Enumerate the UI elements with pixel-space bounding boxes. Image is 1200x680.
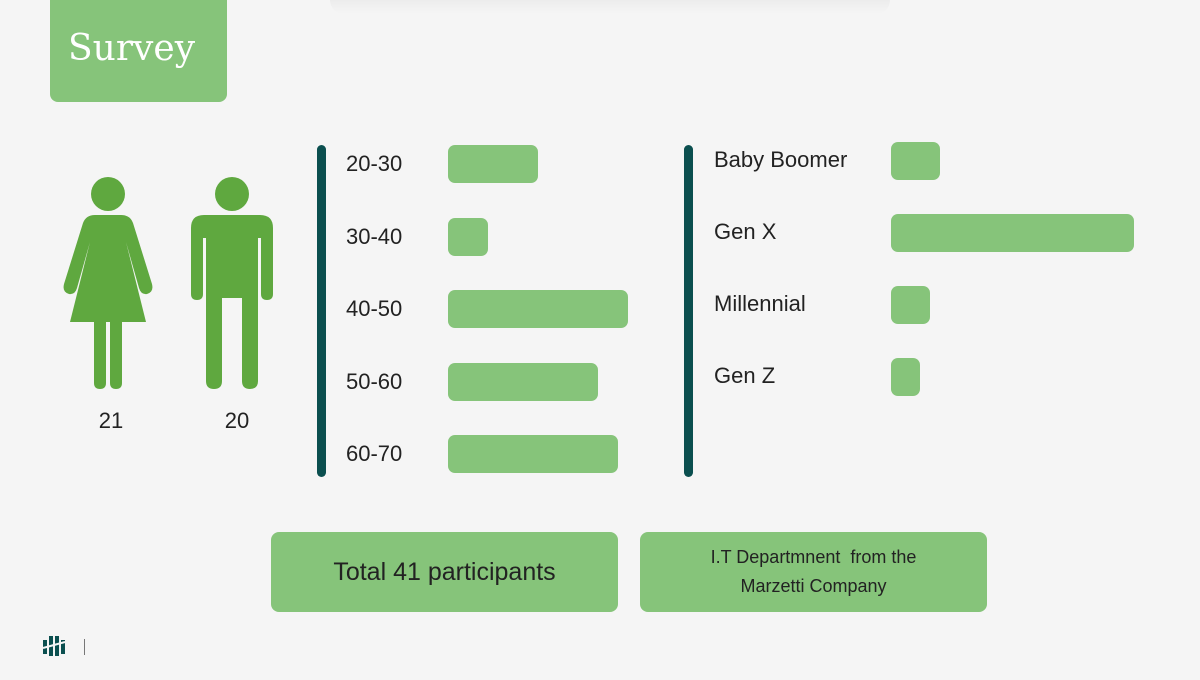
generation-label: Millennial [714,291,806,316]
department-box: I.T Departmnent from the Marzetti Compan… [640,532,987,612]
age-label: 40-50 [346,296,403,321]
generation-label: Gen Z [714,363,776,388]
department-line-2: Marzetti Company [740,576,887,596]
male-person-icon [191,177,273,389]
title-box: Survey [50,0,227,102]
generation-bar [891,358,921,396]
company-logo-icon [42,636,66,656]
generation-bar [891,214,1134,252]
footer-separator [84,639,85,655]
participants-box: Total 41 participants [271,532,618,612]
generation-bar [891,142,940,180]
department-line-1: I.T Departmnent from the [710,547,917,567]
age-label: 50-60 [346,368,403,394]
top-shadow [330,0,890,14]
female-person-icon [63,177,153,389]
participants-text: Total 41 participants [333,557,556,586]
generation-divider [684,145,693,477]
age-label: 20-30 [346,151,403,176]
female-count: 21 [98,408,124,433]
male-count: 20 [224,408,250,433]
generation-label: Baby Boomer [714,147,848,172]
age-label: 30-40 [346,223,403,249]
age-bar [448,145,538,183]
generation-label: Gen X [714,219,777,244]
age-bar [448,290,628,328]
age-label: 60-70 [346,441,403,466]
page-title: Survey [68,28,196,69]
age-bar [448,362,598,401]
age-bar [448,217,488,256]
age-divider [317,145,326,477]
generation-bar [891,286,930,324]
age-bar [448,435,618,473]
